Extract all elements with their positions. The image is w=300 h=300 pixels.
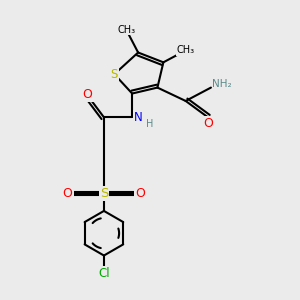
Text: Cl: Cl [98,267,110,280]
Text: O: O [63,187,73,200]
Text: CH₃: CH₃ [117,25,135,34]
Text: O: O [82,88,92,100]
Text: O: O [135,187,145,200]
Text: O: O [203,117,213,130]
Text: S: S [100,187,108,200]
Text: N: N [134,111,143,124]
Text: NH₂: NH₂ [212,79,232,89]
Text: S: S [111,68,118,81]
Text: H: H [146,119,153,129]
Text: CH₃: CH₃ [177,45,195,56]
